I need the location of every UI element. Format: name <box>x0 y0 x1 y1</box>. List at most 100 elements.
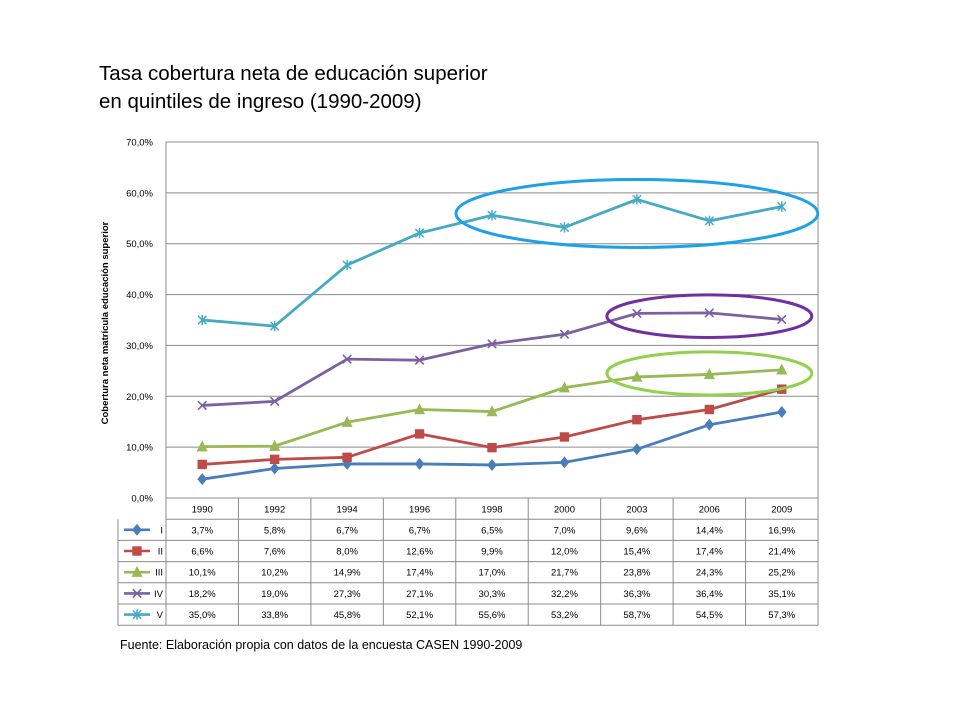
legend-key-III <box>124 565 150 577</box>
series-line <box>202 311 782 407</box>
table-cell-value: 17,0% <box>479 568 506 579</box>
series-marker <box>704 308 715 318</box>
table-cell-value: 15,4% <box>623 547 650 558</box>
series-III <box>196 363 788 452</box>
y-tick-label: 20,0% <box>126 392 153 403</box>
table-cell-value: 3,7% <box>191 525 213 536</box>
legend-key-II <box>124 546 150 556</box>
series-marker <box>487 339 497 349</box>
series-marker <box>269 439 281 451</box>
series-marker <box>632 308 642 319</box>
y-tick-label: 50,0% <box>126 239 153 250</box>
table-cell-value: 33,8% <box>261 610 288 621</box>
x-tick-label: 2006 <box>699 505 720 516</box>
y-axis-label: Cobertura neta matrícula educación super… <box>100 221 111 424</box>
table-cell-value: 21,4% <box>768 547 795 558</box>
table-cell-value: 12,6% <box>406 547 433 558</box>
series-marker <box>269 454 280 465</box>
series-marker <box>704 215 715 227</box>
x-tick-label: 2009 <box>771 505 792 516</box>
series-marker <box>414 403 426 415</box>
y-tick-label: 60,0% <box>126 188 153 199</box>
legend-series-name: III <box>155 568 163 579</box>
chart-title-line-2: en quintiles de ingreso (1990-2009) <box>99 90 422 113</box>
x-tick-label: 1996 <box>409 505 430 516</box>
x-tick-label: 1990 <box>192 505 213 516</box>
table-cell-value: 24,3% <box>696 568 723 579</box>
series-marker <box>197 459 207 470</box>
series-marker <box>197 400 207 411</box>
highlight-ellipses <box>454 177 820 397</box>
table-cell-value: 19,0% <box>261 589 288 600</box>
series-marker <box>197 473 208 486</box>
table-cell-value: 30,3% <box>479 589 506 600</box>
series-marker <box>631 370 643 382</box>
table-cell-value: 6,7% <box>409 525 431 536</box>
highlight-ellipse-V <box>454 177 820 249</box>
legend-series-name: V <box>157 610 164 621</box>
series-II <box>197 384 787 470</box>
table-cell-value: 54,5% <box>696 610 723 621</box>
table-cell-value: 7,0% <box>554 525 576 536</box>
legend-series-name: IV <box>154 589 164 600</box>
series-marker <box>704 418 715 431</box>
source-note: Fuente: Elaboración propia con datos de … <box>120 638 523 652</box>
table-cell-value: 36,4% <box>696 589 723 600</box>
table-cell-value: 27,3% <box>334 589 361 600</box>
table-cell-value: 12,0% <box>551 547 578 558</box>
table-cell-value: 25,2% <box>768 568 795 579</box>
legend-key-IV <box>124 588 150 599</box>
table-cell-value: 23,8% <box>623 568 650 579</box>
series-lines <box>196 194 788 486</box>
table-cell-value: 10,1% <box>189 568 216 579</box>
series-marker <box>777 314 787 325</box>
series-marker <box>342 354 352 364</box>
series-marker <box>414 457 425 470</box>
y-axis-tick-labels: 0,0% 10,0% 20,0% 30,0% 40,0% 50,0% 60,0% 70,0% <box>126 138 153 505</box>
x-tick-label: 1994 <box>337 505 358 516</box>
series-marker <box>632 194 642 205</box>
series-IV <box>197 308 787 411</box>
table-cell-value: 8,0% <box>336 547 358 558</box>
series-marker <box>132 588 142 599</box>
series-marker <box>487 210 497 221</box>
legend-key-V <box>124 609 150 620</box>
table-cell-value: 58,7% <box>623 610 650 621</box>
y-tick-label: 0,0% <box>131 494 153 505</box>
table-cell-value: 57,3% <box>768 610 795 621</box>
x-tick-label: 2000 <box>554 505 575 516</box>
table-cell-value: 14,9% <box>334 568 361 579</box>
table-cell-value: 17,4% <box>406 568 433 579</box>
series-marker <box>559 222 570 233</box>
table-cell-value: 36,3% <box>623 589 650 600</box>
chart-title-line-1: Tasa cobertura neta de educación superio… <box>99 62 488 85</box>
y-tick-label: 40,0% <box>126 290 153 301</box>
x-tick-label: 1992 <box>264 505 285 516</box>
table-cell-value: 45,8% <box>334 610 361 621</box>
table-cell-value: 6,7% <box>336 525 358 536</box>
table-cell-value: 17,4% <box>696 547 723 558</box>
y-tick-label: 70,0% <box>126 138 153 149</box>
x-tick-label: 1998 <box>481 505 502 516</box>
chart-title: Tasa cobertura neta de educación superio… <box>99 60 488 116</box>
series-marker <box>559 329 570 340</box>
series-marker <box>558 381 570 393</box>
table-cell-value: 9,6% <box>626 525 648 536</box>
series-marker <box>559 432 570 442</box>
table-cell-value: 21,7% <box>551 568 578 579</box>
series-marker <box>703 368 715 380</box>
series-marker <box>414 429 425 439</box>
series-marker <box>131 565 143 577</box>
legend-series-name: I <box>160 525 163 536</box>
series-marker <box>414 227 425 239</box>
series-marker <box>559 456 570 469</box>
table-cell-value: 6,6% <box>191 547 213 558</box>
table-cell-value: 16,9% <box>768 525 795 536</box>
series-marker <box>341 415 353 427</box>
series-marker <box>777 201 787 212</box>
series-marker <box>632 443 642 456</box>
series-marker <box>132 523 142 536</box>
table-cell-value: 27,1% <box>406 589 433 600</box>
highlight-ellipse-III <box>605 350 814 397</box>
